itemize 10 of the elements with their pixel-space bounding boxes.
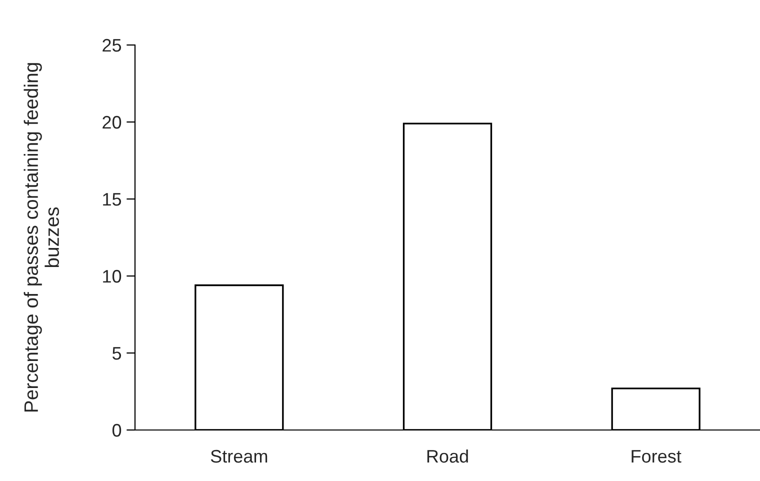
- y-tick-label: 25: [102, 38, 122, 52]
- x-tick-label: Stream: [210, 450, 268, 463]
- x-tick-label: Forest: [632, 450, 682, 463]
- y-tick-label: 0: [112, 424, 122, 437]
- y-tick-label: 5: [112, 347, 122, 360]
- y-tick-label: 15: [103, 193, 122, 206]
- y-tick-label: 20: [102, 116, 122, 129]
- y-axis-title: Percentage of passes containing feeding buzzes: [24, 63, 59, 412]
- y-tick-label: 10: [103, 270, 122, 283]
- x-tick-label: Road: [427, 449, 468, 463]
